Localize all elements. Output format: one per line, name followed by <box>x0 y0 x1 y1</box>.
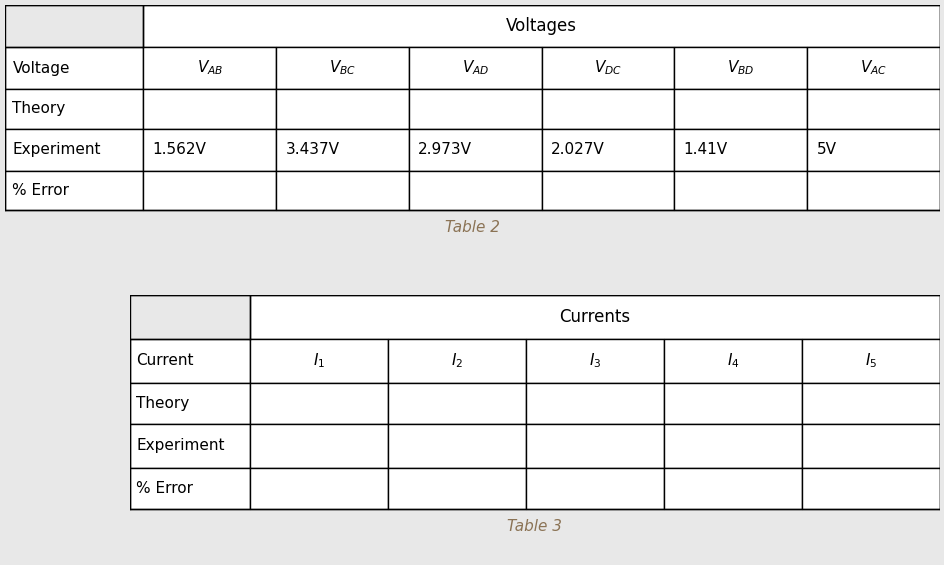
Text: $V_{BD}$: $V_{BD}$ <box>726 59 753 77</box>
Bar <box>409 171 541 210</box>
Text: Theory: Theory <box>12 101 66 116</box>
Bar <box>249 383 387 424</box>
Text: Currents: Currents <box>559 308 630 326</box>
Text: $V_{AB}$: $V_{AB}$ <box>196 59 223 77</box>
Text: % Error: % Error <box>12 183 70 198</box>
Bar <box>409 47 541 89</box>
Text: 1.562V: 1.562V <box>153 142 207 157</box>
Bar <box>664 424 801 467</box>
Text: $I_4$: $I_4$ <box>726 351 738 370</box>
Bar <box>143 89 276 129</box>
Bar <box>801 467 939 509</box>
Bar <box>387 339 526 383</box>
Text: Theory: Theory <box>136 396 190 411</box>
Bar <box>801 339 939 383</box>
Bar <box>526 383 664 424</box>
Bar <box>276 129 409 171</box>
Text: $I_2$: $I_2$ <box>450 351 463 370</box>
Bar <box>526 424 664 467</box>
Bar <box>541 89 674 129</box>
Bar <box>409 89 541 129</box>
Bar <box>664 339 801 383</box>
Bar <box>143 129 276 171</box>
Text: $I_1$: $I_1$ <box>312 351 325 370</box>
Bar <box>801 424 939 467</box>
Text: Table 3: Table 3 <box>507 519 562 534</box>
Text: % Error: % Error <box>136 481 194 496</box>
Bar <box>276 171 409 210</box>
Text: 2.973V: 2.973V <box>418 142 472 157</box>
Text: $V_{AD}$: $V_{AD}$ <box>461 59 488 77</box>
Bar <box>249 424 387 467</box>
Text: Experiment: Experiment <box>12 142 101 157</box>
Text: Voltage: Voltage <box>12 60 70 76</box>
Text: Voltages: Voltages <box>506 17 577 35</box>
Bar <box>249 339 387 383</box>
Bar <box>143 5 939 47</box>
Bar <box>674 171 806 210</box>
Bar <box>130 339 249 383</box>
Text: Current: Current <box>136 353 194 368</box>
Bar <box>387 424 526 467</box>
Bar <box>526 467 664 509</box>
Bar <box>249 467 387 509</box>
Bar <box>806 89 939 129</box>
Bar <box>541 47 674 89</box>
Bar <box>5 129 143 171</box>
Bar <box>409 129 541 171</box>
Text: $V_{BC}$: $V_{BC}$ <box>329 59 356 77</box>
Bar <box>249 295 939 339</box>
Bar <box>130 383 249 424</box>
Bar <box>130 424 249 467</box>
Bar <box>5 89 143 129</box>
Bar <box>276 89 409 129</box>
Text: 3.437V: 3.437V <box>285 142 339 157</box>
Text: $V_{DC}$: $V_{DC}$ <box>594 59 621 77</box>
Bar <box>526 339 664 383</box>
Bar <box>387 383 526 424</box>
Bar <box>130 295 249 339</box>
Bar <box>674 129 806 171</box>
Bar <box>5 5 143 47</box>
Bar <box>806 129 939 171</box>
Text: $V_{AC}$: $V_{AC}$ <box>859 59 886 77</box>
Bar <box>276 47 409 89</box>
Bar <box>387 467 526 509</box>
Bar <box>664 467 801 509</box>
Bar <box>541 129 674 171</box>
Text: $I_5$: $I_5$ <box>864 351 876 370</box>
Text: $I_3$: $I_3$ <box>588 351 600 370</box>
Bar <box>674 47 806 89</box>
Text: 5V: 5V <box>816 142 835 157</box>
Text: Table 2: Table 2 <box>445 220 499 235</box>
Text: 1.41V: 1.41V <box>683 142 727 157</box>
Bar <box>143 47 276 89</box>
Bar <box>130 467 249 509</box>
Bar <box>806 171 939 210</box>
Bar <box>541 171 674 210</box>
Bar <box>801 383 939 424</box>
Text: Experiment: Experiment <box>136 438 225 453</box>
Bar <box>143 171 276 210</box>
Text: 2.027V: 2.027V <box>550 142 604 157</box>
Bar <box>664 383 801 424</box>
Bar <box>5 47 143 89</box>
Bar <box>674 89 806 129</box>
Bar <box>806 47 939 89</box>
Bar <box>5 171 143 210</box>
